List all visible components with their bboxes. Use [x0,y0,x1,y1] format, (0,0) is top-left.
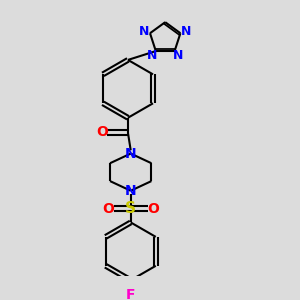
Text: N: N [173,50,183,62]
Text: F: F [126,288,136,300]
Text: S: S [125,201,136,216]
Text: N: N [181,25,191,38]
Text: N: N [125,184,136,198]
Text: N: N [147,50,158,62]
Text: N: N [139,25,149,38]
Text: O: O [147,202,159,216]
Text: O: O [96,125,108,140]
Text: N: N [125,147,136,160]
Text: O: O [103,202,115,216]
